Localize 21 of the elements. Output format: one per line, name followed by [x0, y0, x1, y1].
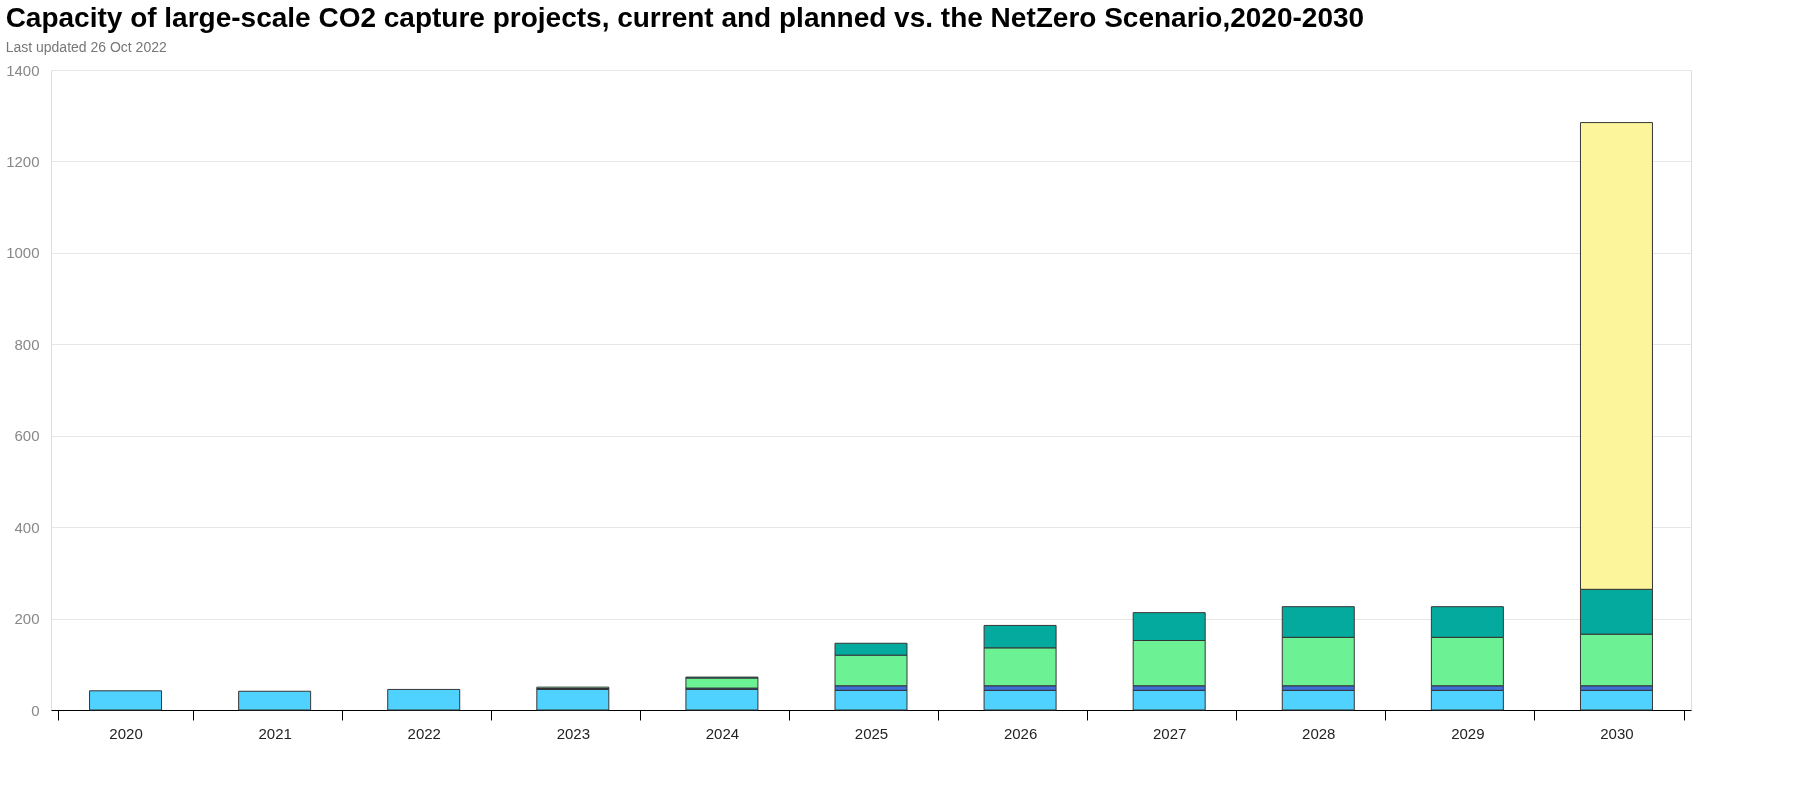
y-tick-label: 0: [31, 701, 40, 719]
x-tick-label: 2027: [1152, 724, 1187, 742]
x-tick-label: 2024: [705, 724, 740, 742]
y-tick-label: 200: [14, 610, 40, 628]
y-tick-label: 600: [14, 427, 40, 445]
x-tick-label: 2021: [258, 724, 292, 742]
x-tick-label: 2028: [1302, 724, 1336, 742]
x-tick-label: 2026: [1003, 724, 1038, 742]
x-tick-label: 2025: [854, 724, 889, 742]
y-tick-label: 400: [14, 518, 40, 536]
x-tick-label: 2030: [1600, 724, 1634, 742]
x-tick-label: 2029: [1451, 724, 1485, 742]
y-tick-label: 1000: [6, 244, 40, 262]
chart-subtitle: Last updated 26 Oct 2022: [5, 39, 167, 55]
y-tick-label: 800: [14, 335, 40, 353]
x-tick-label: 2022: [407, 724, 441, 742]
y-tick-label: 1400: [6, 61, 40, 79]
x-tick-label: 2023: [556, 724, 591, 742]
chart-title: Capacity of large-scale CO2 capture projects, current and planned vs. the NetZero Scenario,2020-2030: [5, 2, 1365, 33]
y-tick-label: 1200: [6, 152, 40, 170]
x-tick-label: 2020: [109, 724, 143, 742]
